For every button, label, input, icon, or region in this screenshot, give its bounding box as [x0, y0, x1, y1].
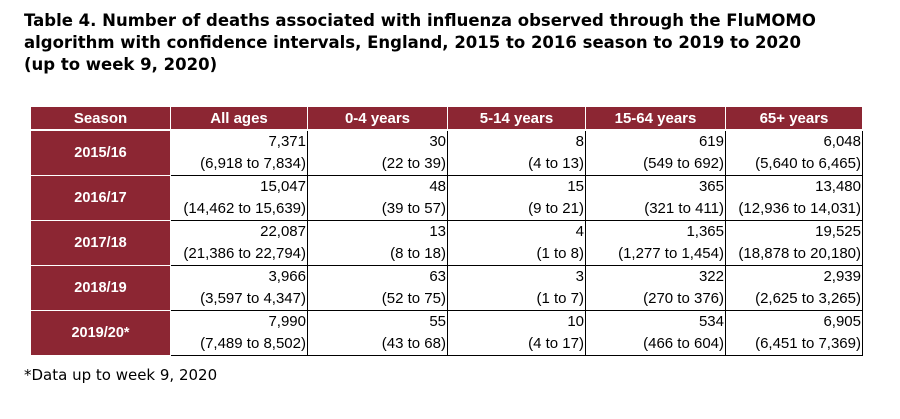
death-count: 63 [429, 268, 446, 285]
death-count: 3 [575, 268, 584, 285]
header-15-64-years: 15-64 years [585, 106, 726, 131]
death-count: 48 [429, 178, 446, 195]
death-count: 2,939 [823, 268, 861, 285]
death-count: 534 [698, 313, 724, 330]
death-count: 8 [575, 133, 584, 150]
table-row: 2017/18 22,087 (21,386 to 22,794) 13 (8 to… [30, 220, 863, 266]
death-count: 7,371 [268, 133, 306, 150]
death-count: 19,525 [815, 223, 861, 240]
confidence-interval: (7,489 to 8,502) [200, 335, 306, 352]
season-cell: 2016/17 [30, 175, 171, 221]
header-65-plus-years: 65+ years [725, 106, 863, 131]
data-cell: 6,905 (6,451 to 7,369) [725, 310, 863, 356]
death-count: 4 [575, 223, 584, 240]
season-cell: 2018/19 [30, 265, 171, 311]
data-cell: 534 (466 to 604) [585, 310, 726, 356]
data-cell: 13,480 (12,936 to 14,031) [725, 175, 863, 221]
data-cell: 63 (52 to 75) [307, 265, 448, 311]
confidence-interval: (4 to 13) [528, 155, 584, 172]
confidence-interval: (2,625 to 3,265) [755, 290, 861, 307]
death-count: 13,480 [815, 178, 861, 195]
data-cell: 30 (22 to 39) [307, 129, 448, 176]
table-row: 2019/20* 7,990 (7,489 to 8,502) 55 (43 to … [30, 310, 863, 356]
confidence-interval: (6,451 to 7,369) [755, 335, 861, 352]
confidence-interval: (8 to 18) [390, 245, 446, 262]
death-count: 15,047 [260, 178, 306, 195]
confidence-interval: (21,386 to 22,794) [183, 245, 306, 262]
table-row: 2018/19 3,966 (3,597 to 4,347) 63 (52 to 7… [30, 265, 863, 311]
data-cell: 22,087 (21,386 to 22,794) [170, 220, 308, 266]
confidence-interval: (1,277 to 1,454) [618, 245, 724, 262]
death-count: 13 [429, 223, 446, 240]
data-cell: 19,525 (18,878 to 20,180) [725, 220, 863, 266]
confidence-interval: (270 to 376) [643, 290, 724, 307]
death-count: 7,990 [268, 313, 306, 330]
confidence-interval: (3,597 to 4,347) [200, 290, 306, 307]
confidence-interval: (321 to 411) [644, 200, 724, 217]
death-count: 365 [698, 178, 724, 195]
table-title: Table 4. Number of deaths associated wit… [24, 10, 884, 76]
confidence-interval: (12,936 to 14,031) [738, 200, 861, 217]
data-cell: 48 (39 to 57) [307, 175, 448, 221]
footnote: *Data up to week 9, 2020 [24, 366, 218, 384]
header-season: Season [30, 106, 171, 131]
death-count: 6,048 [823, 133, 861, 150]
confidence-interval: (14,462 to 15,639) [183, 200, 306, 217]
data-cell: 7,371 (6,918 to 7,834) [170, 129, 308, 176]
death-count: 30 [429, 133, 446, 150]
data-cell: 4 (1 to 8) [447, 220, 586, 266]
data-cell: 322 (270 to 376) [585, 265, 726, 311]
header-5-14-years: 5-14 years [447, 106, 586, 131]
data-cell: 13 (8 to 18) [307, 220, 448, 266]
death-count: 10 [567, 313, 584, 330]
data-cell: 7,990 (7,489 to 8,502) [170, 310, 308, 356]
title-line-3: (up to week 9, 2020) [24, 55, 218, 74]
header-row: Season All ages 0-4 years 5-14 years 15-… [30, 106, 863, 131]
confidence-interval: (43 to 68) [381, 335, 446, 352]
season-cell: 2017/18 [30, 220, 171, 266]
death-count: 55 [429, 313, 446, 330]
confidence-interval: (5,640 to 6,465) [755, 155, 861, 172]
confidence-interval: (549 to 692) [643, 155, 724, 172]
data-cell: 619 (549 to 692) [585, 129, 726, 176]
confidence-interval: (52 to 75) [381, 290, 446, 307]
death-count: 322 [698, 268, 724, 285]
season-cell: 2015/16 [30, 129, 171, 176]
table-row: 2016/17 15,047 (14,462 to 15,639) 48 (39 t… [30, 175, 863, 221]
confidence-interval: (22 to 39) [381, 155, 446, 172]
confidence-interval: (6,918 to 7,834) [200, 155, 306, 172]
data-cell: 2,939 (2,625 to 3,265) [725, 265, 863, 311]
season-cell: 2019/20* [30, 310, 171, 356]
confidence-interval: (9 to 21) [528, 200, 584, 217]
confidence-interval: (39 to 57) [381, 200, 446, 217]
data-cell: 8 (4 to 13) [447, 129, 586, 176]
data-cell: 6,048 (5,640 to 6,465) [725, 129, 863, 176]
data-cell: 15,047 (14,462 to 15,639) [170, 175, 308, 221]
confidence-interval: (1 to 7) [536, 290, 584, 307]
data-cell: 365 (321 to 411) [585, 175, 726, 221]
confidence-interval: (4 to 17) [528, 335, 584, 352]
data-cell: 15 (9 to 21) [447, 175, 586, 221]
confidence-interval: (466 to 604) [643, 335, 724, 352]
data-cell: 1,365 (1,277 to 1,454) [585, 220, 726, 266]
confidence-interval: (18,878 to 20,180) [738, 245, 861, 262]
data-cell: 3,966 (3,597 to 4,347) [170, 265, 308, 311]
data-cell: 3 (1 to 7) [447, 265, 586, 311]
death-count: 1,365 [686, 223, 724, 240]
death-count: 619 [698, 133, 724, 150]
deaths-table: Season All ages 0-4 years 5-14 years 15-… [30, 106, 863, 356]
title-line-1: Table 4. Number of deaths associated wit… [24, 11, 816, 30]
death-count: 22,087 [260, 223, 306, 240]
header-all-ages: All ages [170, 106, 308, 131]
title-line-2: algorithm with confidence intervals, Eng… [24, 33, 801, 52]
confidence-interval: (1 to 8) [536, 245, 584, 262]
death-count: 6,905 [823, 313, 861, 330]
data-cell: 55 (43 to 68) [307, 310, 448, 356]
table-row: 2015/16 7,371 (6,918 to 7,834) 30 (22 to 3… [30, 129, 863, 176]
death-count: 15 [567, 178, 584, 195]
header-0-4-years: 0-4 years [307, 106, 448, 131]
death-count: 3,966 [268, 268, 306, 285]
data-cell: 10 (4 to 17) [447, 310, 586, 356]
